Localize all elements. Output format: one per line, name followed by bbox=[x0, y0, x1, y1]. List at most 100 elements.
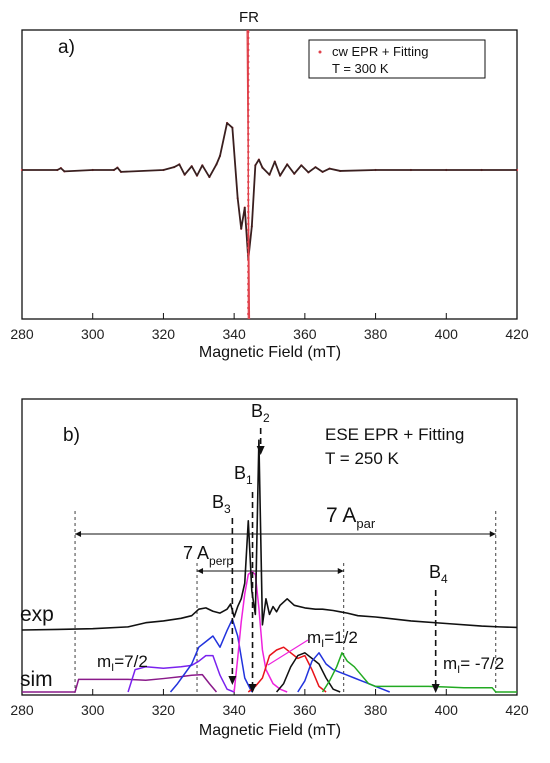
x-tick-label: 280 bbox=[10, 702, 34, 718]
b4-label: B4 bbox=[429, 562, 448, 586]
fr-point bbox=[247, 222, 250, 226]
fr-point bbox=[247, 210, 250, 214]
panel-b: 280 300 320 340 360 380 400 420 b) ESE EPR + Fi… bbox=[10, 398, 529, 739]
sim-curve-magenta bbox=[233, 570, 288, 693]
panel-a: 280 300 320 340 360 380 400 420 a) FR cw EPR + … bbox=[10, 9, 529, 361]
panel-a-fit-curve bbox=[20, 121, 519, 261]
sim-curve-black bbox=[275, 652, 341, 693]
panel-b-label: b) bbox=[63, 425, 80, 446]
fr-point bbox=[247, 150, 250, 154]
fr-point bbox=[247, 276, 250, 280]
panel-a-x-ticks: 280 300 320 340 360 380 400 420 bbox=[10, 313, 529, 342]
fr-point bbox=[247, 216, 250, 220]
x-tick-label: 420 bbox=[505, 702, 529, 718]
fr-point bbox=[247, 84, 250, 88]
x-tick-label: 400 bbox=[435, 326, 459, 342]
x-tick-label: 360 bbox=[293, 702, 317, 718]
fr-point bbox=[247, 174, 250, 178]
panel-a-x-axis-title: Magnetic Field (mT) bbox=[199, 344, 341, 361]
x-tick-label: 280 bbox=[10, 326, 34, 342]
fr-point bbox=[247, 96, 250, 100]
fr-point bbox=[247, 66, 250, 70]
fr-point bbox=[247, 300, 250, 304]
fr-point bbox=[247, 120, 250, 124]
fr-point bbox=[247, 48, 250, 52]
panel-a-fr-marker bbox=[246, 29, 251, 320]
panel-b-temperature: T = 250 K bbox=[325, 449, 400, 468]
panel-a-plot-area bbox=[21, 29, 518, 320]
x-tick-label: 360 bbox=[293, 326, 317, 342]
sim-curve-purple bbox=[22, 673, 218, 693]
panel-b-title: ESE EPR + Fitting bbox=[325, 425, 464, 444]
mi-minus-7-2-label: mI= -7/2 bbox=[443, 654, 504, 676]
fr-point bbox=[247, 288, 250, 292]
fr-point bbox=[247, 108, 250, 112]
fr-point bbox=[247, 246, 250, 250]
exp-label: exp bbox=[20, 603, 54, 626]
span-a-perp-head-right bbox=[337, 568, 344, 574]
x-tick-label: 380 bbox=[364, 326, 388, 342]
fr-point bbox=[247, 126, 250, 130]
fr-point bbox=[247, 78, 250, 82]
panel-b-experimental-trace bbox=[21, 439, 518, 631]
mi-1-2-pointer bbox=[267, 639, 309, 666]
x-tick-label: 400 bbox=[435, 702, 459, 718]
panel-b-arrows bbox=[228, 428, 440, 693]
x-tick-label: 420 bbox=[505, 326, 529, 342]
fr-point bbox=[247, 162, 250, 166]
b3-label: B3 bbox=[212, 492, 231, 516]
fr-point bbox=[247, 102, 250, 106]
arrow-b3-head bbox=[228, 676, 237, 685]
fr-point bbox=[247, 180, 250, 184]
fr-point bbox=[247, 30, 250, 34]
sim-curve-violet bbox=[127, 654, 235, 693]
legend-box bbox=[308, 39, 486, 79]
fr-point bbox=[247, 90, 250, 94]
sim-label: sim bbox=[20, 668, 53, 691]
fr-point bbox=[247, 156, 250, 160]
panel-b-plot-area bbox=[21, 398, 518, 696]
b1-label: B1 bbox=[234, 463, 253, 487]
legend-temperature: T = 300 K bbox=[332, 61, 389, 76]
panel-b-x-axis-title: Magnetic Field (mT) bbox=[199, 722, 341, 739]
fr-point bbox=[247, 258, 250, 262]
legend-entry: cw EPR + Fitting bbox=[332, 44, 428, 59]
span-a-par-head-left bbox=[75, 531, 82, 537]
fr-point bbox=[247, 294, 250, 298]
fr-point bbox=[247, 36, 250, 40]
x-tick-label: 380 bbox=[364, 702, 388, 718]
a-par-label: 7 Apar bbox=[326, 504, 376, 531]
a-perp-label: 7 Aperp bbox=[183, 543, 233, 568]
span-a-perp-head-left bbox=[197, 568, 204, 574]
fr-point bbox=[247, 138, 250, 142]
x-tick-label: 340 bbox=[222, 702, 246, 718]
fr-point bbox=[247, 192, 250, 196]
panel-b-guide-lines bbox=[74, 511, 497, 693]
fr-point bbox=[247, 270, 250, 274]
panel-b-simulation-curves bbox=[22, 570, 517, 693]
fr-line-b bbox=[246, 29, 251, 320]
fr-point bbox=[247, 186, 250, 190]
mi-1-2-label: mI=1/2 bbox=[307, 628, 358, 650]
panel-a-legend: cw EPR + Fitting T = 300 K bbox=[308, 39, 486, 79]
fr-point bbox=[247, 72, 250, 76]
fr-label: FR bbox=[239, 9, 259, 26]
fr-point bbox=[247, 264, 250, 268]
panel-b-x-ticks: 280 300 320 340 360 380 400 420 bbox=[10, 689, 529, 718]
fr-point bbox=[247, 132, 250, 136]
fr-point bbox=[247, 54, 250, 58]
span-a-par-head-right bbox=[489, 531, 496, 537]
fr-point bbox=[247, 252, 250, 256]
fr-point bbox=[247, 204, 250, 208]
x-tick-label: 340 bbox=[222, 326, 246, 342]
arrow-b1-head bbox=[248, 684, 257, 693]
fr-point bbox=[247, 312, 250, 316]
legend-marker bbox=[318, 50, 322, 54]
fr-point bbox=[247, 228, 250, 232]
mi-7-2-label: mI=7/2 bbox=[97, 652, 148, 674]
fr-point bbox=[247, 144, 250, 148]
x-tick-label: 300 bbox=[81, 702, 105, 718]
arrow-b2-head bbox=[256, 446, 265, 455]
fr-point bbox=[247, 168, 250, 172]
